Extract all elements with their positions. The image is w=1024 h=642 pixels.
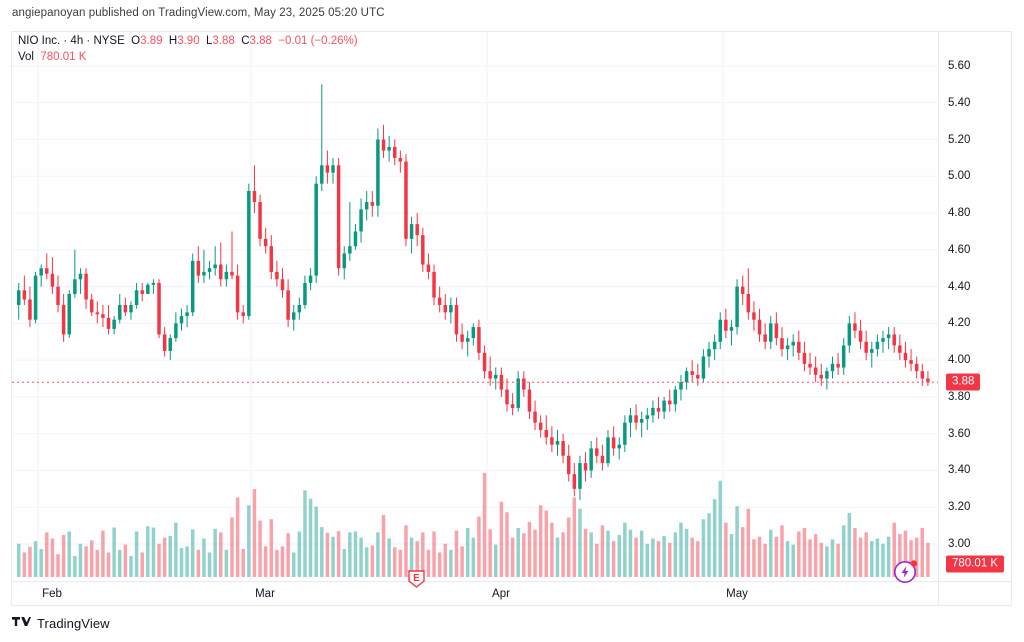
price-tick-4-2: 4.20 <box>948 317 971 330</box>
price-tick-5-2: 5.20 <box>948 133 971 146</box>
price-tick-5-6: 5.60 <box>948 60 971 72</box>
legend-open-label: O <box>131 35 141 47</box>
footer-brand-name: TradingView <box>37 616 110 631</box>
price-tick-3: 3.00 <box>948 538 971 550</box>
legend-volume-value: 780.01 K <box>40 51 87 63</box>
legend-symbol[interactable]: NIO Inc. <box>18 35 61 47</box>
tradingview-logo-icon <box>12 617 31 626</box>
price-tick-4-8: 4.80 <box>948 207 971 220</box>
price-tick-5: 5.00 <box>948 170 971 183</box>
publish-attribution: angiepanoyan published on TradingView.co… <box>12 7 385 19</box>
footer-branding: TradingView <box>12 616 110 631</box>
legend-exchange: NYSE <box>93 35 125 47</box>
legend-sep-2: · <box>83 35 94 47</box>
earnings-marker-icon[interactable]: E <box>408 570 425 588</box>
price-tick-4-6: 4.60 <box>948 243 971 256</box>
time-scale-divider <box>11 581 1012 582</box>
chart-legend: NIO Inc. · 4h · NYSE O3.89 H3.90 L3.88 C… <box>18 34 358 65</box>
price-scale[interactable]: 5.60 5.40 5.20 5.00 4.80 4.60 4.40 4.20 4.00 3.80… <box>940 32 1012 580</box>
earnings-marker-label: E <box>413 573 420 584</box>
volume-histogram <box>16 472 930 577</box>
legend-sep-1: · <box>60 35 71 47</box>
chart-gridlines <box>12 32 938 580</box>
price-scale-divider <box>938 31 939 606</box>
chart-frame <box>11 31 1012 606</box>
lightning-bolt-icon[interactable] <box>893 558 919 584</box>
price-tick-3-2: 3.20 <box>948 501 971 514</box>
time-tick-may: May <box>726 588 748 600</box>
legend-close-label: C <box>241 35 250 47</box>
legend-volume-label: Vol <box>18 51 34 63</box>
price-tick-4: 4.00 <box>948 354 971 367</box>
current-price-badge: 3.88 <box>946 373 981 391</box>
price-tick-3-6: 3.60 <box>948 427 971 440</box>
price-tick-4-4: 4.40 <box>948 280 971 293</box>
time-tick-mar: Mar <box>255 588 275 600</box>
time-scale[interactable]: Feb Mar Apr May <box>12 585 938 607</box>
legend-change: −0.01 (−0.26%) <box>278 35 358 47</box>
legend-volume-row: Vol 780.01 K <box>18 50 358 65</box>
price-tick-5-4: 5.40 <box>948 96 971 109</box>
legend-interval[interactable]: 4h <box>70 35 84 47</box>
chart-overlays <box>12 381 938 383</box>
time-tick-feb: Feb <box>42 588 62 600</box>
time-tick-apr: Apr <box>492 588 510 600</box>
legend-high-value: 3.90 <box>177 35 200 47</box>
legend-ohlc-row: NIO Inc. · 4h · NYSE O3.89 H3.90 L3.88 C… <box>18 34 358 49</box>
price-tick-3-4: 3.40 <box>948 464 971 477</box>
candlestick-series <box>16 84 930 500</box>
price-tick-3-8: 3.80 <box>948 390 971 403</box>
legend-close-value: 3.88 <box>249 35 272 47</box>
legend-low-value: 3.88 <box>212 35 235 47</box>
legend-open-value: 3.89 <box>140 35 163 47</box>
legend-low-label: L <box>206 35 213 47</box>
legend-high-label: H <box>168 35 178 47</box>
current-volume-badge: 780.01 K <box>946 555 1005 573</box>
